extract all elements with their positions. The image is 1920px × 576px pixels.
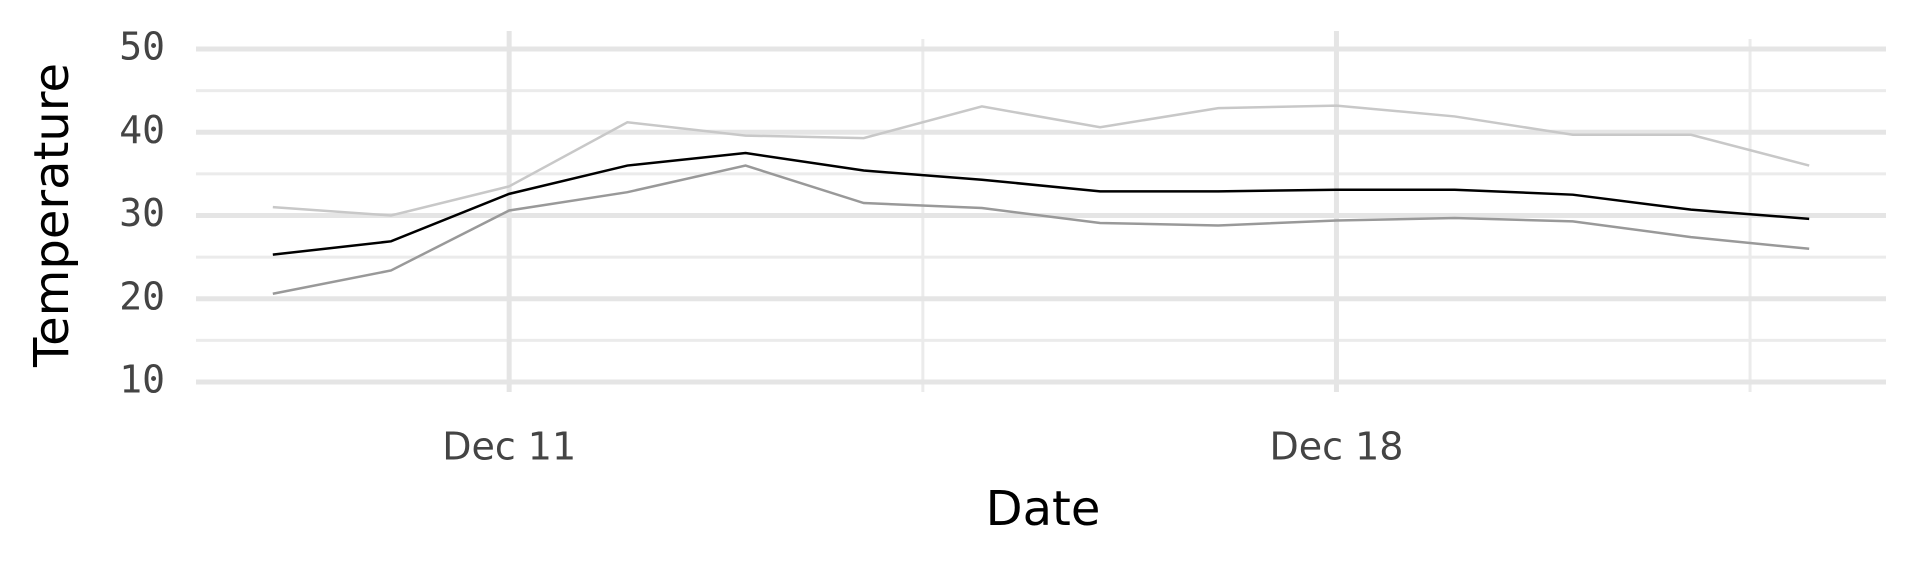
y-tick-label: 30 xyxy=(119,191,165,235)
y-axis-label: Temperature xyxy=(24,63,80,368)
y-tick-label: 50 xyxy=(119,25,165,69)
y-tick-label: 40 xyxy=(119,108,165,152)
x-tick-label: Dec 18 xyxy=(1269,425,1403,469)
x-axis-label: Date xyxy=(986,481,1101,537)
y-tick-label: 10 xyxy=(119,358,165,402)
y-tick-label: 20 xyxy=(119,274,165,318)
line xyxy=(272,164,1810,295)
line xyxy=(272,151,1810,256)
x-tick-label: Dec 11 xyxy=(442,425,576,469)
line xyxy=(272,104,1810,217)
